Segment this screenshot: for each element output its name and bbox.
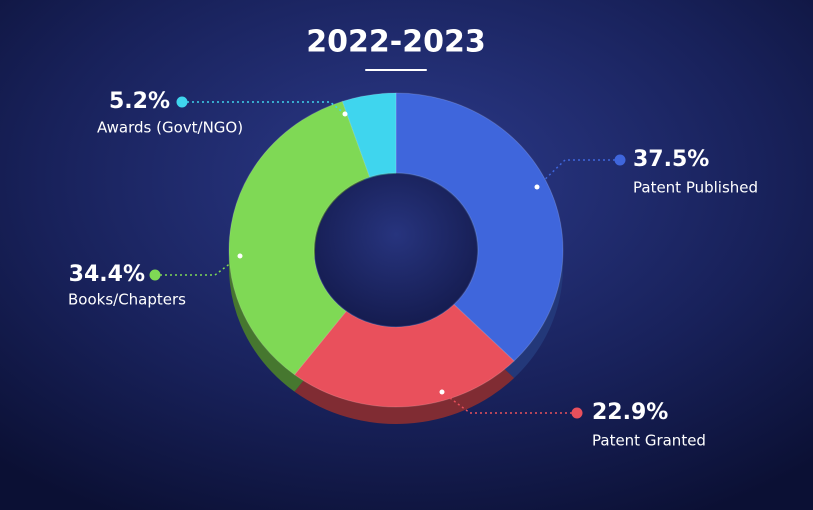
value-label: 37.5% xyxy=(633,147,709,172)
category-label: Books/Chapters xyxy=(68,291,186,309)
leader-line xyxy=(182,101,346,115)
value-label: 34.4% xyxy=(69,262,145,287)
slice xyxy=(228,100,371,376)
category-label: Patent Published xyxy=(633,179,758,197)
legend-dot xyxy=(176,96,188,108)
chart-title: 2022-2023 xyxy=(306,25,485,60)
value-label: 5.2% xyxy=(109,89,170,114)
legend-dot xyxy=(614,154,626,166)
value-label: 22.9% xyxy=(592,400,668,425)
category-label: Awards (Govt/NGO) xyxy=(97,119,243,137)
leader-line xyxy=(536,159,620,188)
donut-hole xyxy=(315,173,477,327)
leader-end xyxy=(237,253,243,259)
category-label: Patent Granted xyxy=(592,432,706,450)
legend-dot xyxy=(149,269,161,281)
leader-end xyxy=(439,389,445,395)
legend-dot xyxy=(571,407,583,419)
leader-line xyxy=(441,391,577,414)
leader-end xyxy=(342,111,348,117)
slice xyxy=(341,92,397,178)
slice xyxy=(293,303,515,408)
plot: 37.5% Patent Published 22.9% Patent Granted… xyxy=(68,89,758,450)
leader-line xyxy=(155,255,241,276)
leader-end xyxy=(534,184,540,190)
slice xyxy=(395,92,564,362)
